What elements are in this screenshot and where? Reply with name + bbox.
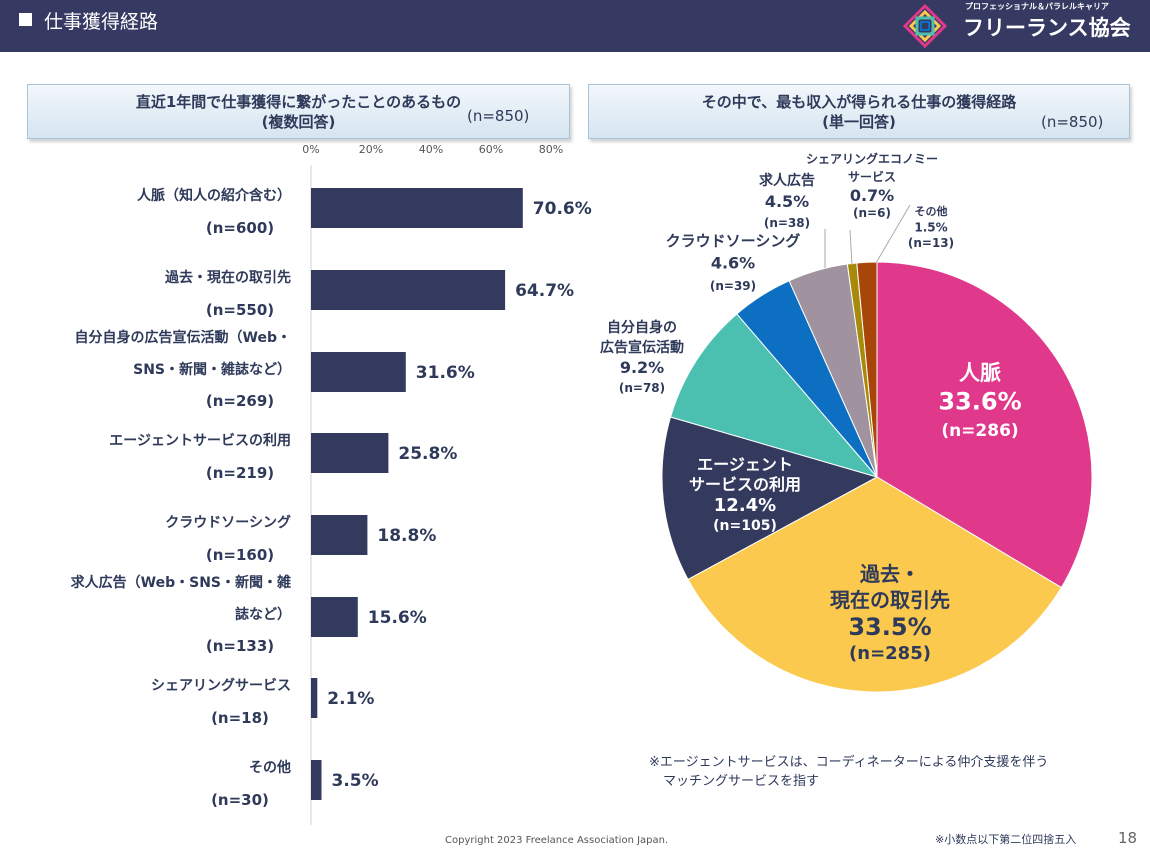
bar <box>311 597 358 637</box>
category-label: 誌など） <box>235 606 291 623</box>
slice-pct-label: 12.4% <box>714 495 776 516</box>
right-chart-subtitle: (単一回答) <box>822 113 896 131</box>
bar-chart: 0% 20% 40% 60% 80% 70.6% 人脈（知人の紹介含む） (n=600) 64.… <box>71 143 592 825</box>
category-label: シェアリングサービス <box>151 677 291 694</box>
bar <box>311 760 322 800</box>
bar <box>311 270 506 310</box>
category-n-label: (n=550) <box>206 301 274 319</box>
page-title: 仕事獲得経路 <box>44 11 159 33</box>
slice-name-label: クラウドソーシング <box>666 232 801 250</box>
bar-value-label: 70.6% <box>533 199 592 219</box>
slice-name-label: サービスの利用 <box>689 475 801 494</box>
slice-n-label: (n=39) <box>710 279 756 293</box>
category-label: 自分自身の広告宣伝活動（Web・ <box>75 329 291 346</box>
bar-value-label: 25.8% <box>398 444 457 464</box>
page-number: 18 <box>1118 829 1138 847</box>
category-label: 過去・現在の取引先 <box>164 269 291 286</box>
logo-name: フリーランス協会 <box>963 16 1131 40</box>
right-chart-title: その中で、最も収入が得られる仕事の獲得経路 <box>701 93 1017 111</box>
category-n-label: (n=600) <box>206 219 274 237</box>
slice-name-label: 人脈 <box>959 361 1001 385</box>
category-label: クラウドソーシング <box>165 514 291 531</box>
title-bullet-icon <box>19 13 32 26</box>
note-line-1: ※エージェントサービスは、コーディネーターによる仲介支援を伴う <box>649 755 1049 770</box>
bar-value-label: 31.6% <box>416 363 475 383</box>
x-tick-label: 0% <box>302 143 319 156</box>
slice-name-label: 自分自身の <box>607 319 677 336</box>
slice-name-label: 広告宣伝活動 <box>600 339 684 356</box>
agent-service-note: ※エージェントサービスは、コーディネーターによる仲介支援を伴う マッチングサービ… <box>649 753 1048 791</box>
slice-n-label: (n=13) <box>908 236 954 250</box>
x-tick-label: 40% <box>419 143 443 156</box>
note-line-2: マッチングサービスを指す <box>663 774 820 789</box>
bar <box>311 678 318 718</box>
slice-pct-label: 33.5% <box>848 613 931 641</box>
bar-value-label: 3.5% <box>332 771 379 791</box>
left-chart-header: 直近1年間で仕事獲得に繋がったことのあるもの (複数回答) (n=850) <box>27 84 570 139</box>
category-label: SNS・新聞・雑誌など） <box>133 361 291 378</box>
bar-value-label: 64.7% <box>515 281 574 301</box>
bar-value-label: 2.1% <box>327 689 374 709</box>
slice-n-label: (n=6) <box>853 206 891 220</box>
category-label: 人脈（知人の紹介含む） <box>137 187 291 204</box>
logo-icon <box>902 3 948 49</box>
slice-n-label: (n=78) <box>619 381 665 395</box>
x-tick-label: 80% <box>539 143 563 156</box>
category-n-label: (n=133) <box>206 637 274 655</box>
category-label: 求人広告（Web・SNS・新聞・雑 <box>71 574 291 591</box>
slice-pct-label: 33.6% <box>938 388 1021 416</box>
pie-slice <box>669 313 879 478</box>
right-chart-header: その中で、最も収入が得られる仕事の獲得経路 (単一回答) (n=850) <box>588 84 1130 139</box>
bar <box>311 433 389 473</box>
bar <box>311 515 368 555</box>
right-chart-n: (n=850) <box>1041 113 1104 131</box>
slice-pct-label: 4.6% <box>711 254 755 273</box>
logo-subtitle: プロフェッショナル＆パラレルキャリア <box>965 2 1109 11</box>
category-n-label: (n=219) <box>206 464 274 482</box>
slice-pct-label: 0.7% <box>850 186 894 205</box>
category-n-label: (n=18) <box>211 709 269 727</box>
left-chart-subtitle: (複数回答) <box>261 113 336 131</box>
slice-n-label: (n=285) <box>849 643 931 664</box>
slice-name-label: エージェント <box>697 455 793 474</box>
rounding-footnote: ※小数点以下第二位四捨五入 <box>935 833 1077 846</box>
copyright: Copyright 2023 Freelance Association Jap… <box>445 835 669 846</box>
slice-pct-label: 1.5% <box>914 221 947 235</box>
bar-value-label: 15.6% <box>368 608 427 628</box>
category-label: その他 <box>249 759 291 776</box>
slice-n-label: (n=38) <box>764 216 810 230</box>
pie-slice <box>876 261 1093 589</box>
category-n-label: (n=30) <box>211 791 269 809</box>
slice-name-label: サービス <box>848 169 896 184</box>
x-tick-label: 60% <box>479 143 503 156</box>
category-n-label: (n=160) <box>206 546 274 564</box>
category-label: エージェントサービスの利用 <box>109 432 291 449</box>
slice-name-label: 現在の取引先 <box>830 588 950 612</box>
slice-pct-label: 9.2% <box>620 358 664 377</box>
bar <box>311 352 406 392</box>
slice-n-label: (n=286) <box>941 421 1018 441</box>
pie-slice <box>687 476 1063 693</box>
pie-slice <box>661 416 879 581</box>
bar <box>311 188 523 228</box>
slice-name-label: シェアリングエコノミー <box>806 151 938 166</box>
left-chart-n: (n=850) <box>467 107 530 125</box>
slice-name-label: 求人広告 <box>759 172 815 189</box>
slice-pct-label: 4.5% <box>765 192 809 211</box>
x-tick-label: 20% <box>359 143 383 156</box>
slice-n-label: (n=105) <box>713 518 777 534</box>
header-bar: 仕事獲得経路 プロフェッショナル＆パラレルキャリア フリーランス協会 <box>0 0 1150 52</box>
leader-line <box>875 204 911 264</box>
leader-line <box>849 229 853 266</box>
slice-name-label: 過去・ <box>860 562 920 586</box>
slice-name-label: その他 <box>915 204 948 218</box>
left-chart-title: 直近1年間で仕事獲得に繋がったことのあるもの <box>135 93 462 111</box>
bar-value-label: 18.8% <box>377 526 436 546</box>
category-n-label: (n=269) <box>206 392 274 410</box>
